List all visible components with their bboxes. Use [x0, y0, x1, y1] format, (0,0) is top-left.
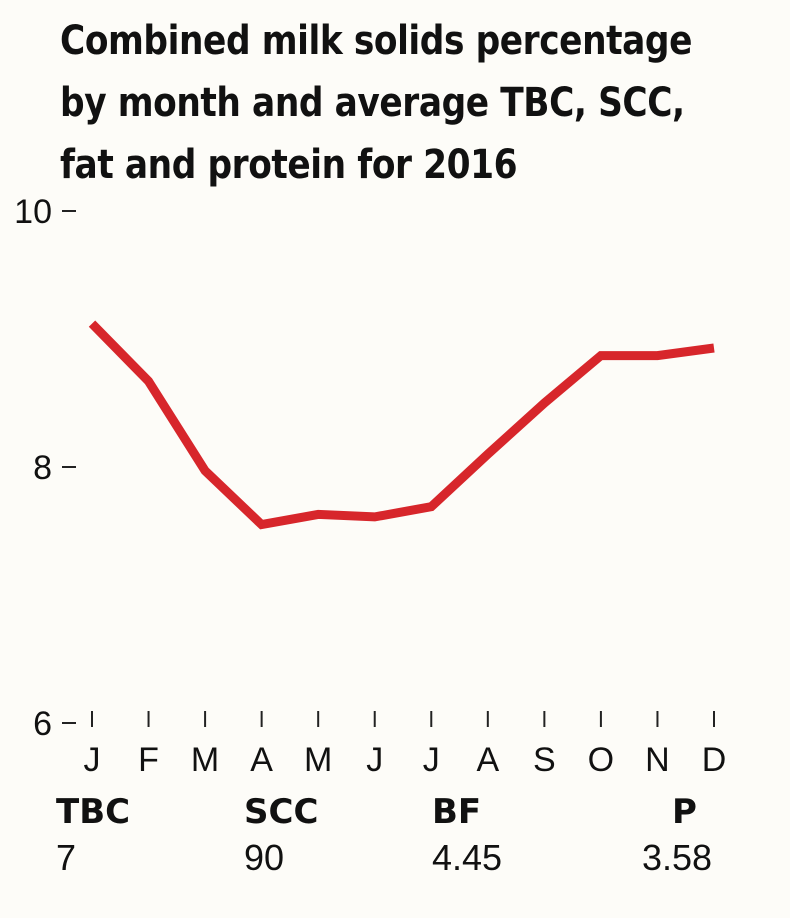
x-tick-label: M	[304, 741, 332, 779]
stat-scc-label: SCC	[244, 792, 319, 832]
y-tick-label: 6	[33, 705, 52, 743]
stat-tbc-value: 7	[56, 837, 77, 878]
x-tick-label: N	[645, 741, 670, 779]
stat-p-label: P	[672, 792, 697, 832]
stat-bf: BF 4.45	[432, 790, 502, 882]
chart-title: Combined milk solids percentage by month…	[60, 10, 693, 196]
series-layer	[88, 320, 715, 530]
stat-p-value: 3.58	[642, 837, 713, 878]
x-tick-label: F	[138, 741, 159, 779]
stat-bf-value: 4.45	[432, 837, 503, 878]
stat-scc-value: 90	[244, 837, 285, 878]
chart-title-line-1: Combined milk solids percentage	[60, 18, 693, 64]
stat-tbc-label: TBC	[56, 792, 131, 832]
y-tick-label: 8	[33, 449, 52, 487]
stat-p: P 3.58	[642, 790, 712, 882]
stat-bf-label: BF	[432, 792, 482, 832]
x-tick-label: O	[588, 741, 614, 779]
x-tick-label: D	[702, 741, 727, 779]
x-tick-label: M	[191, 741, 219, 779]
stat-scc: SCC 90	[244, 790, 318, 882]
series-line	[88, 320, 715, 530]
x-tick-label: A	[250, 741, 273, 779]
chart-title-line-2: by month and average TBC, SCC,	[60, 80, 685, 126]
y-tick-label: 10	[14, 193, 52, 231]
stat-tbc: TBC 7	[56, 790, 130, 882]
summary-stats: TBC 7 SCC 90 BF 4.45 P 3.58	[0, 790, 790, 900]
chart-title-line-3: fat and protein for 2016	[60, 142, 518, 188]
y-axis: 10 8 6	[14, 193, 76, 743]
x-tick-label: J	[423, 741, 440, 779]
x-tick-label: J	[84, 741, 101, 779]
x-tick-label: J	[366, 741, 383, 779]
x-tick-label: A	[476, 741, 499, 779]
x-tick-label: S	[533, 741, 556, 779]
